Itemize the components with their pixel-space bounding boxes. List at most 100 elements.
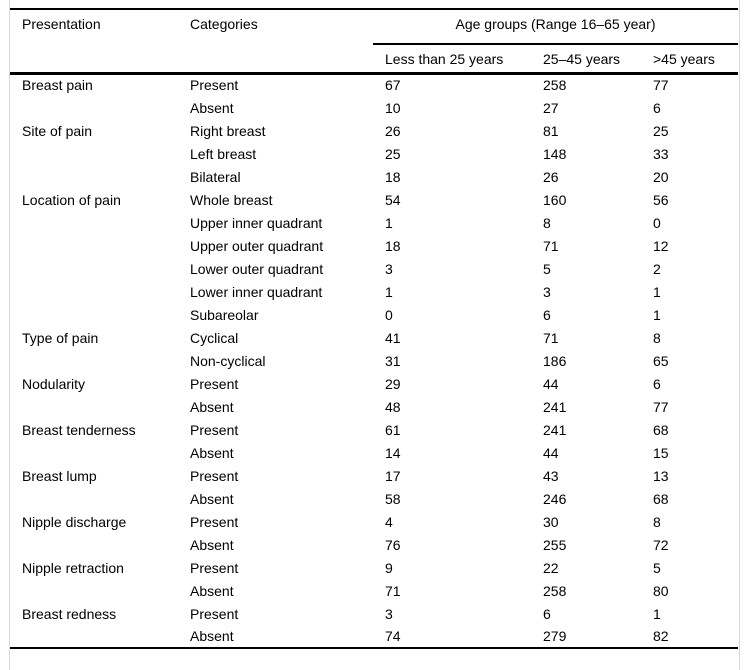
category-cell: Absent [190, 444, 234, 461]
presentation-cell [10, 211, 178, 234]
value-cell-25-45: 6 [543, 306, 551, 323]
presentation-cell [10, 349, 178, 372]
value-cell-25-45: 246 [543, 490, 567, 507]
table-row: Nipple discharge Present 4 30 8 [10, 510, 738, 533]
presentation-cell: Nipple retraction [22, 559, 124, 576]
value-cell-over-45: 80 [653, 582, 669, 599]
value-cell-25-45: 241 [543, 421, 567, 438]
category-cell: Upper outer quadrant [190, 237, 324, 254]
category-cell: Lower outer quadrant [190, 260, 324, 277]
presentation-age-table: Presentation Categories Age groups (Rang… [10, 8, 739, 649]
category-cell: Present [190, 421, 239, 438]
value-cell-over-45: 2 [653, 260, 661, 277]
value-cell-over-45: 1 [653, 283, 661, 300]
value-cell-25-45: 44 [543, 444, 559, 461]
value-cell-25-45: 241 [543, 398, 567, 415]
value-cell-over-45: 77 [653, 77, 669, 94]
presentation-cell: Breast pain [22, 77, 93, 94]
value-cell-25-45: 71 [543, 237, 559, 254]
category-cell: Upper inner quadrant [190, 214, 323, 231]
value-cell-25-45: 44 [543, 375, 559, 392]
category-cell: Absent [190, 582, 234, 599]
value-cell-under-25: 3 [385, 605, 393, 622]
value-cell-over-45: 77 [653, 398, 669, 415]
value-cell-over-45: 6 [653, 375, 661, 392]
table-row: Left breast 25 148 33 [10, 142, 738, 165]
value-cell-25-45: 186 [543, 352, 567, 369]
value-cell-over-45: 0 [653, 214, 661, 231]
presentation-cell [10, 487, 178, 510]
value-cell-25-45: 258 [543, 77, 567, 94]
table-row: Location of pain Whole breast 54 160 56 [10, 188, 738, 211]
presentation-cell [10, 96, 178, 119]
category-cell: Present [190, 605, 239, 622]
value-cell-25-45: 5 [543, 260, 551, 277]
category-cell: Cyclical [190, 329, 239, 346]
presentation-cell [10, 395, 178, 418]
value-cell-over-45: 1 [653, 306, 661, 323]
value-cell-25-45: 6 [543, 605, 551, 622]
category-cell: Absent [190, 490, 234, 507]
value-cell-under-25: 14 [385, 444, 401, 461]
table-row: Upper outer quadrant 18 71 12 [10, 234, 738, 257]
value-cell-under-25: 58 [385, 490, 401, 507]
value-cell-under-25: 9 [385, 559, 393, 576]
category-cell: Present [190, 77, 239, 94]
table-row: Site of pain Right breast 26 81 25 [10, 119, 738, 142]
value-cell-over-45: 13 [653, 467, 669, 484]
value-cell-25-45: 30 [543, 513, 559, 530]
value-cell-under-25: 3 [385, 260, 393, 277]
value-cell-over-45: 68 [653, 490, 669, 507]
value-cell-over-45: 1 [653, 605, 661, 622]
presentation-cell: Breast lump [22, 467, 97, 484]
value-cell-under-25: 76 [385, 536, 401, 553]
col-header-over-45-years: >45 years [653, 50, 715, 67]
value-cell-25-45: 26 [543, 168, 559, 185]
category-cell: Absent [190, 628, 234, 644]
value-cell-25-45: 8 [543, 214, 551, 231]
value-cell-over-45: 15 [653, 444, 669, 461]
value-cell-under-25: 1 [385, 214, 393, 231]
header-row-main: Presentation Categories Age groups (Rang… [10, 9, 739, 45]
table-row: Nipple retraction Present 9 22 5 [10, 556, 738, 579]
presentation-cell: Location of pain [22, 191, 121, 208]
value-cell-under-25: 10 [385, 99, 401, 116]
presentation-cell: Breast tenderness [22, 421, 136, 438]
value-cell-25-45: 22 [543, 559, 559, 576]
table-row: Breast pain Present 67 258 77 [10, 73, 738, 96]
value-cell-under-25: 41 [385, 329, 401, 346]
value-cell-under-25: 48 [385, 398, 401, 415]
value-cell-under-25: 54 [385, 191, 401, 208]
category-cell: Subareolar [190, 306, 259, 323]
table-figure: Presentation Categories Age groups (Rang… [9, 0, 740, 670]
category-cell: Left breast [190, 145, 257, 162]
value-cell-25-45: 27 [543, 99, 559, 116]
table-row: Absent 76 255 72 [10, 533, 738, 556]
table-header: Presentation Categories Age groups (Rang… [10, 9, 739, 73]
presentation-cell: Nipple discharge [22, 513, 127, 530]
value-cell-25-45: 160 [543, 191, 567, 208]
presentation-cell [10, 165, 178, 188]
value-cell-under-25: 17 [385, 467, 401, 484]
header-row-sub: Less than 25 years 25–45 years >45 years [10, 44, 738, 73]
col-header-25-45-years: 25–45 years [543, 50, 621, 67]
value-cell-under-25: 74 [385, 628, 401, 644]
col-header-age-groups: Age groups (Range 16–65 year) [373, 9, 739, 45]
value-cell-under-25: 29 [385, 375, 401, 392]
category-cell: Absent [190, 99, 234, 116]
presentation-cell: Site of pain [22, 122, 93, 139]
table-row: Type of pain Cyclical 41 71 8 [10, 326, 738, 349]
category-cell: Lower inner quadrant [190, 283, 323, 300]
presentation-cell [10, 257, 178, 280]
col-header-presentation: Presentation [22, 16, 101, 32]
presentation-cell: Nodularity [22, 375, 86, 392]
table-row: Absent 74 279 82 [10, 625, 738, 648]
value-cell-over-45: 5 [653, 559, 661, 576]
value-cell-over-45: 25 [653, 122, 669, 139]
category-cell: Bilateral [190, 168, 241, 185]
value-cell-over-45: 56 [653, 191, 669, 208]
value-cell-25-45: 71 [543, 329, 559, 346]
presentation-cell: Type of pain [22, 329, 99, 346]
presentation-cell [10, 142, 178, 165]
table-row: Lower inner quadrant 1 3 1 [10, 280, 738, 303]
